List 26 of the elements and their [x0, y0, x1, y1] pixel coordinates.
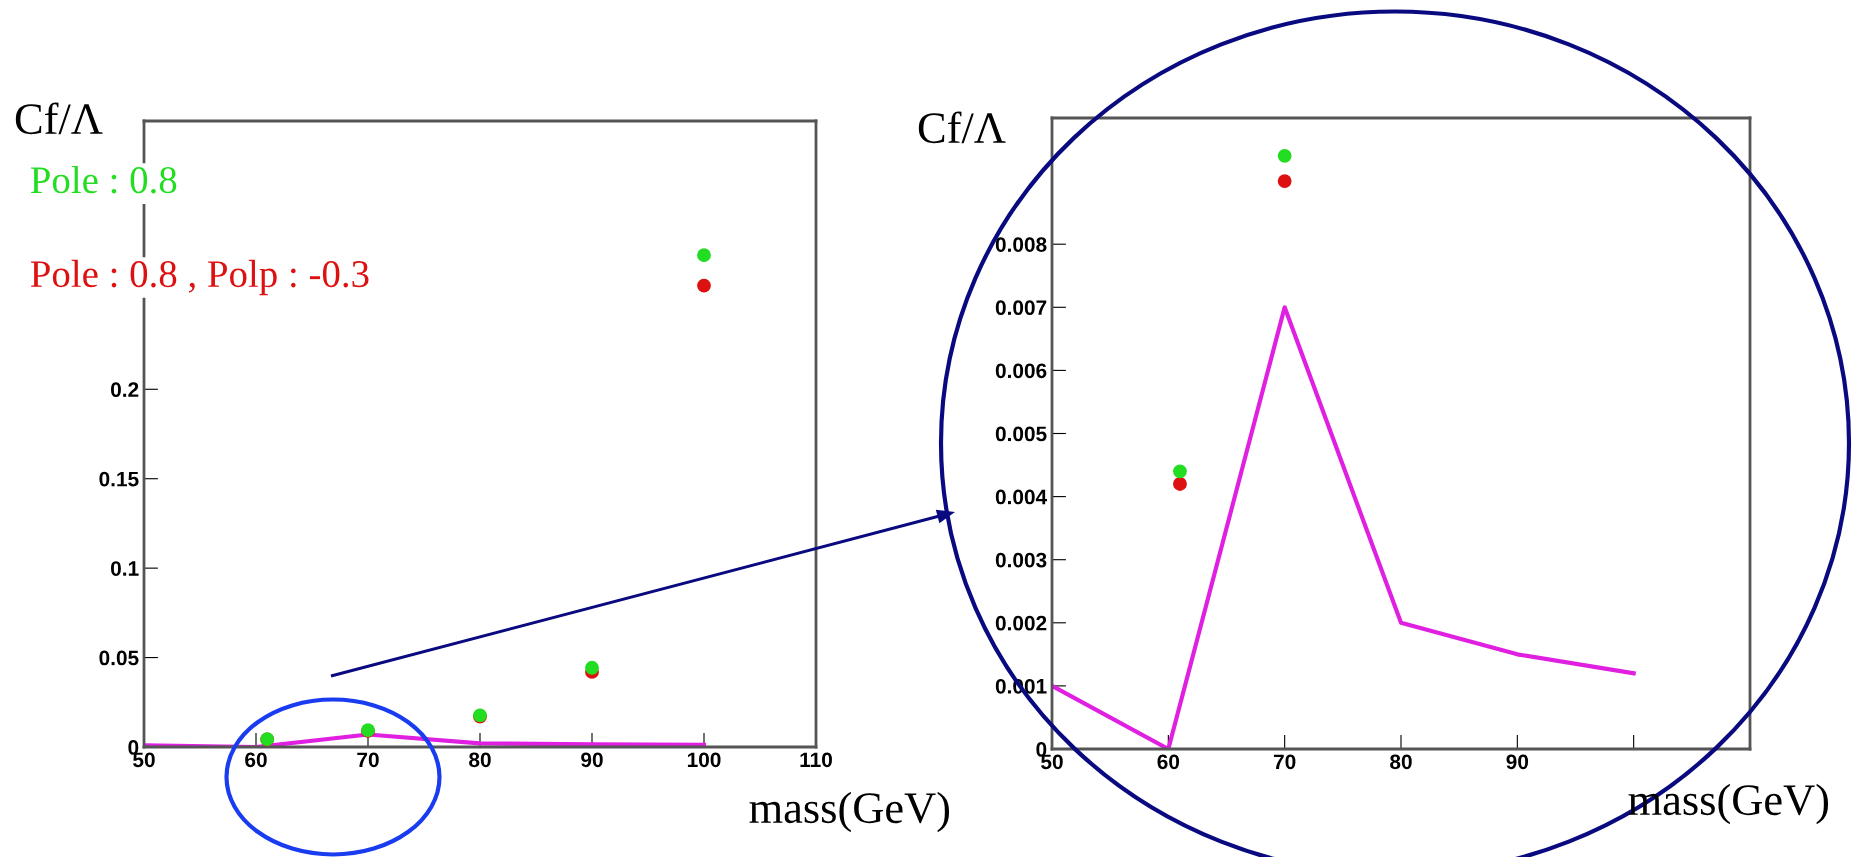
y-tick-label: 0.004 [995, 489, 1048, 505]
x-tick-label: 70 [357, 752, 379, 768]
x-tick-label: 110 [800, 752, 832, 768]
text: Pole : 0.8 , Polp : -0.3 [30, 259, 369, 296]
y-tick-label: 0.008 [995, 237, 1047, 252]
x-tick-label: 70 [1273, 754, 1296, 770]
x-tick-label: 60 [1157, 754, 1180, 770]
x-tick-label: 80 [469, 752, 491, 768]
x-tick-label: 90 [1506, 754, 1529, 770]
y-tick-label: 0.005 [995, 426, 1047, 442]
x-axis-title: mass(GeV) [749, 791, 950, 833]
x-tick-label: 90 [581, 752, 603, 768]
y-axis-title: Cf/Λ [918, 111, 1006, 144]
x-tick-label: 100 [687, 752, 721, 768]
y-tick-label: 0.15 [99, 471, 139, 487]
y-tick-label: 0.1 [111, 561, 139, 576]
y-tick-label: 0.002 [995, 615, 1047, 631]
x-tick-label: 80 [1390, 754, 1412, 770]
y-axis-title: Cf/Λ [15, 102, 103, 135]
x-tick-label: 60 [245, 752, 267, 768]
y-tick-label: 0.007 [995, 300, 1047, 316]
y-tick-label: 0.006 [995, 363, 1047, 379]
text: Pole : 0.8 [30, 165, 177, 194]
y-tick-label: 0.2 [111, 382, 139, 398]
y-tick-label: 0.05 [99, 650, 139, 666]
y-tick-label: 0.003 [995, 552, 1047, 568]
